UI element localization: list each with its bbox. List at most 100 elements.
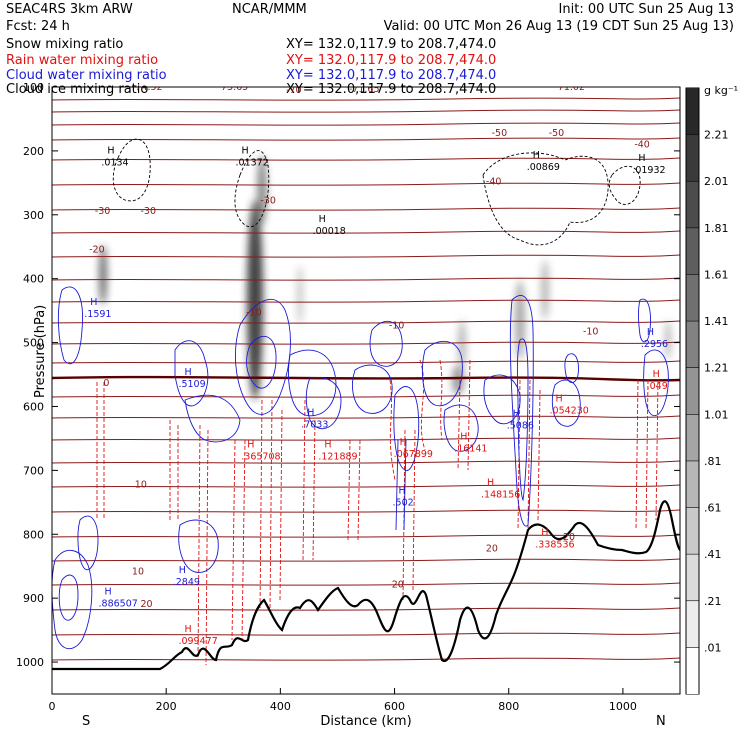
temp-contour <box>52 534 680 538</box>
colorbar-swatch <box>686 647 699 694</box>
max-value-label: .2956 <box>641 339 668 350</box>
field-xy-rain: XY= 132.0,117.9 to 208.7,474.0 <box>286 53 496 68</box>
rain-contour <box>259 399 283 611</box>
cloud-ice-contour <box>234 150 270 228</box>
cloud-water-contours <box>52 286 669 650</box>
rain-contour <box>96 382 105 520</box>
freezing-level <box>52 375 680 382</box>
cloud-water-contour <box>77 515 99 571</box>
max-marker: H <box>247 439 254 450</box>
field-xy-cloudice: XY= 132.0,117.9 to 208.7,474.0 <box>286 82 496 97</box>
max-value-label: .01932 <box>632 165 665 176</box>
max-marker: H <box>242 145 249 156</box>
temperature-label: 20 <box>563 532 575 543</box>
max-marker: H <box>184 367 191 378</box>
x-tick-label: 200 <box>156 700 177 713</box>
y-tick-label: 400 <box>23 273 44 286</box>
model-label: SEAC4RS 3km ARW <box>6 2 133 17</box>
temp-contour <box>52 484 680 488</box>
colorbar-unit: g kg⁻¹ <box>704 84 738 97</box>
max-value-label: .5109 <box>178 379 205 390</box>
temp-contour <box>52 137 680 141</box>
y-tick-label: 600 <box>23 400 44 413</box>
max-marker: H <box>107 145 114 156</box>
temp-contour <box>52 122 680 126</box>
x-tick-label: 800 <box>498 700 519 713</box>
cloud-water-contour <box>57 286 83 365</box>
cloud-water-contour <box>246 335 277 389</box>
temp-contour <box>52 415 680 419</box>
field-name-cloudwater: Cloud water mixing ratio <box>6 68 167 83</box>
max-marker: H <box>533 150 540 161</box>
cloud-water-contour <box>288 349 337 417</box>
max-value-label: .886507 <box>99 598 138 609</box>
y-tick-label: 200 <box>23 145 44 158</box>
cloud-water-contour <box>483 374 521 425</box>
max-value-label: .00018 <box>313 226 346 237</box>
x-axis-label: Distance (km) <box>320 714 411 729</box>
cloud-water-contour <box>643 349 669 416</box>
plot-area: -76.5 -74.52 -73.65 -70 -71.65 -70.5 -71.02 -50… <box>52 82 680 671</box>
field-name-cloudice: Cloud ice mixing ratio <box>6 82 148 97</box>
max-value-label: .2849 <box>173 577 200 588</box>
colorbar-label: .81 <box>704 455 722 468</box>
colorbar-label: .21 <box>704 595 722 608</box>
max-marker: H <box>184 624 191 635</box>
colorbar-swatch <box>686 134 699 182</box>
x-tick-label: 600 <box>384 700 405 713</box>
colorbar-label: 1.41 <box>704 315 729 328</box>
field-xy-snow: XY= 132.0,117.9 to 208.7,474.0 <box>286 37 496 52</box>
x-tick-label: 1000 <box>609 700 637 713</box>
snow-shading <box>99 155 671 400</box>
max-value-label: .7033 <box>301 419 328 430</box>
colorbar-swatch <box>686 507 699 555</box>
colorbar-swatch <box>686 600 699 648</box>
colorbar: 2.21 2.01 1.81 1.61 1.41 1.21 1.01 .81 .61 .41 .21… <box>685 87 729 695</box>
max-value-label: .5086 <box>507 421 534 432</box>
cloud-water-contour <box>58 574 79 621</box>
rain-contour <box>169 420 179 520</box>
temperature-label: -30 <box>260 196 276 207</box>
temp-contour <box>52 509 680 513</box>
max-value-label: .148156 <box>481 490 520 501</box>
max-value-label: .502 <box>393 497 414 508</box>
snow-shade <box>99 245 107 305</box>
temp-contour <box>52 558 680 562</box>
temperature-label: -30 <box>95 206 111 217</box>
x-tick-label: 400 <box>270 700 291 713</box>
temperature-label: -10 <box>389 320 405 331</box>
temp-contour <box>52 460 680 464</box>
temp-contour <box>52 182 680 186</box>
x-end-north: N <box>656 714 666 729</box>
max-marker: H <box>319 214 326 225</box>
temperature-label: -10 <box>246 308 262 319</box>
field-name-rain: Rain water mixing ratio <box>6 53 158 68</box>
temp-contour <box>52 157 680 161</box>
temperature-label: -50 <box>492 128 508 139</box>
max-value-label: .16141 <box>454 444 487 455</box>
max-value-label: .1591 <box>84 309 111 320</box>
colorbar-label: 1.01 <box>704 408 729 421</box>
rain-contour <box>389 379 396 481</box>
temperature-contours <box>52 97 680 661</box>
colorbar-label: 1.61 <box>704 268 729 281</box>
max-marker: H <box>513 409 520 420</box>
y-tick-label: 500 <box>23 337 44 350</box>
colorbar-label: .01 <box>704 641 722 654</box>
max-value-label: .067899 <box>394 449 433 460</box>
snow-shade <box>458 320 466 370</box>
cloud-water-contour <box>564 353 579 383</box>
temperature-label: -71.65 <box>349 84 380 95</box>
temperature-label: 0 <box>103 378 109 389</box>
temperature-label: -73.65 <box>218 82 249 93</box>
colorbar-swatch <box>686 414 699 461</box>
max-marker: H <box>653 369 660 380</box>
snow-shade <box>515 280 525 360</box>
cloud-water-contour <box>393 386 420 471</box>
y-tick-label: 700 <box>23 464 44 477</box>
colorbar-swatch <box>686 274 699 322</box>
cloud-water-contour <box>52 550 93 650</box>
temperature-label: 10 <box>132 566 144 577</box>
max-value-label: .054230 <box>550 405 589 416</box>
snow-shade <box>247 200 263 400</box>
